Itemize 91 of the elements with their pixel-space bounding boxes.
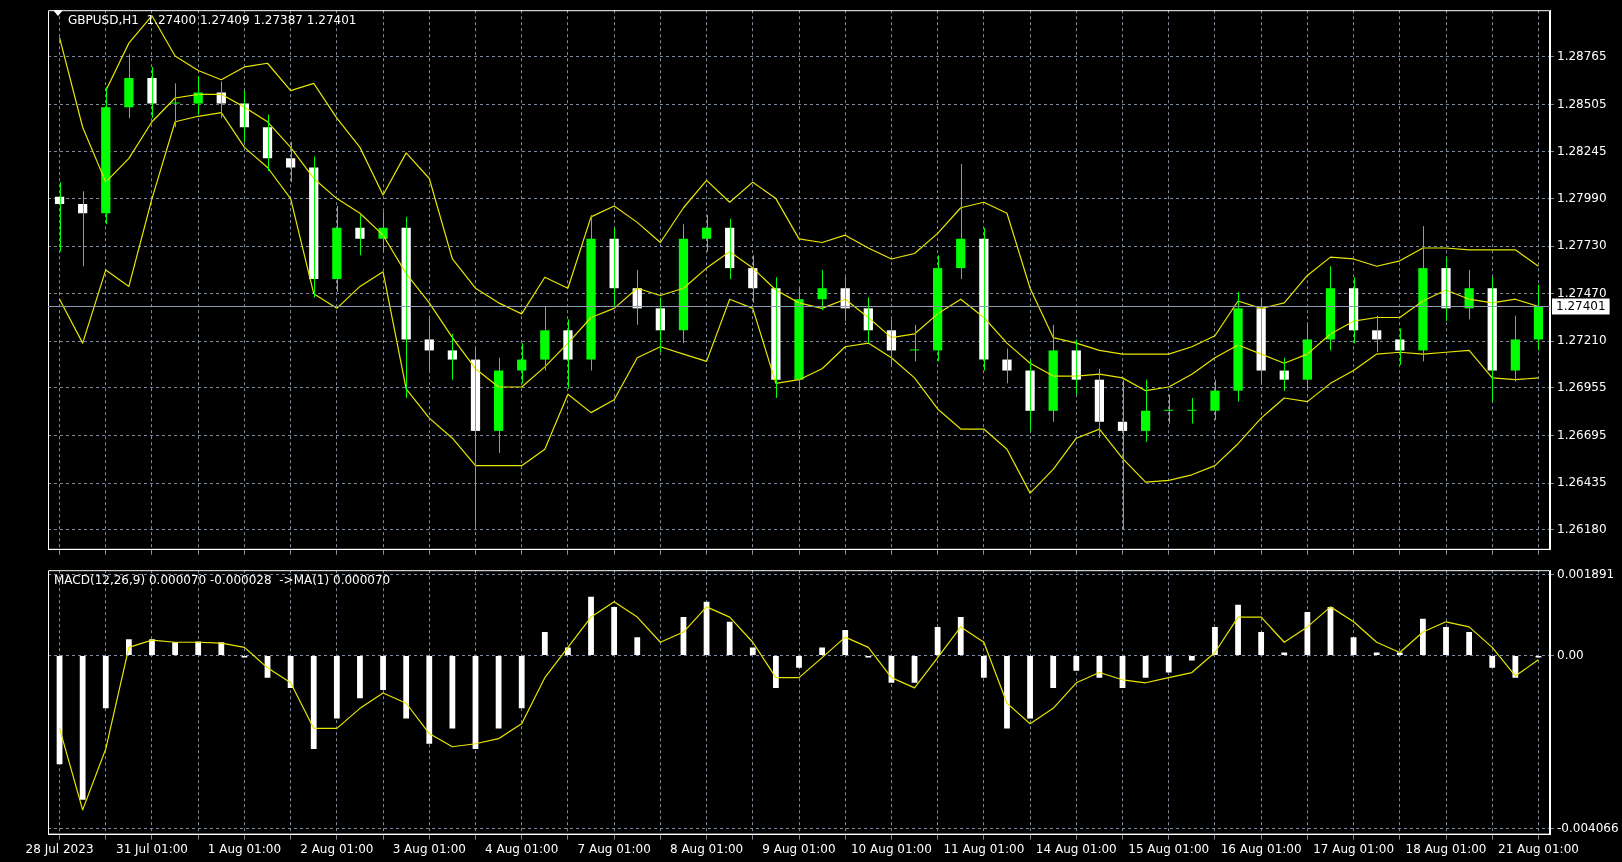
bar [611, 606, 618, 655]
candlestick [794, 287, 804, 392]
bar [634, 637, 641, 655]
candlestick [355, 214, 365, 256]
bar [1235, 604, 1241, 655]
x-tick-label: 28 Jul 2023 [25, 841, 94, 856]
bar [842, 629, 849, 655]
bar [1004, 655, 1010, 729]
candlestick [147, 66, 157, 119]
bar [195, 641, 202, 655]
y-tick-label: 1.27470 [1557, 285, 1607, 300]
candlestick [1025, 359, 1035, 432]
bar [518, 655, 525, 709]
bar [1188, 655, 1195, 661]
candlestick [1418, 225, 1428, 362]
bar [357, 655, 363, 699]
bar [172, 642, 178, 655]
x-tick-label: 3 Aug 01:00 [392, 841, 466, 856]
x-tick-label: 16 Aug 01:00 [1220, 841, 1302, 856]
bar [1027, 655, 1033, 719]
bar [1050, 655, 1057, 688]
candlestick [817, 269, 827, 311]
y-tick-label: 1.26180 [1557, 521, 1607, 536]
bar [102, 655, 109, 709]
x-tick-label: 1 Aug 01:00 [207, 841, 282, 856]
bar [1420, 618, 1426, 655]
bar [1466, 632, 1473, 655]
bar [1165, 655, 1172, 673]
y-tick-label: 1.26435 [1557, 475, 1607, 490]
candlestick [771, 276, 781, 399]
bar [1258, 632, 1265, 655]
bar [588, 596, 594, 655]
bar [1304, 611, 1311, 655]
bar [1073, 655, 1080, 671]
bar [980, 655, 987, 678]
y-tick-label: 1.27730 [1557, 238, 1607, 253]
bar [149, 639, 155, 655]
bar [1489, 655, 1496, 668]
candlestick [447, 333, 458, 381]
y-tick-label: -0.004066 [1557, 821, 1619, 836]
bar [1142, 655, 1149, 678]
bar [749, 647, 756, 655]
bar [310, 655, 317, 749]
y-tick-label: 1.28505 [1557, 96, 1607, 111]
bar [380, 655, 386, 691]
y-tick-label: 1.26955 [1557, 380, 1607, 395]
bar [449, 655, 456, 729]
candlestick [1210, 379, 1220, 421]
y-tick-label: 1.26695 [1557, 427, 1607, 442]
bar [541, 632, 548, 655]
bar [1512, 655, 1519, 678]
x-tick-label: 10 Aug 01:00 [850, 841, 932, 856]
bar [333, 655, 340, 719]
y-tick-label: 1.27210 [1557, 333, 1607, 348]
x-tick-label: 4 Aug 01:00 [485, 841, 559, 856]
x-tick-label: 8 Aug 01:00 [669, 841, 744, 856]
bar [287, 655, 294, 688]
y-tick-label: 1.28765 [1557, 48, 1607, 63]
bar [426, 655, 433, 744]
bar [1212, 626, 1218, 655]
y-tick-label: 1.28245 [1557, 144, 1607, 159]
bar [819, 647, 825, 655]
candlestick [286, 141, 296, 183]
bar [1443, 626, 1449, 655]
ref-line-label: 1.27401 [1556, 298, 1606, 313]
y-tick-label: 0.00 [1557, 647, 1584, 662]
x-tick-label: 17 Aug 01:00 [1313, 841, 1395, 856]
bar [796, 655, 802, 668]
bar [934, 626, 941, 655]
y-tick-label: 0.001891 [1557, 566, 1615, 581]
y-tick-label: 1.27990 [1557, 190, 1607, 205]
x-tick-label: 21 Aug 01:00 [1497, 841, 1579, 856]
bar [773, 655, 779, 688]
candlestick [1233, 291, 1243, 403]
bar [957, 617, 964, 655]
chart-title: MACD(12,26,9) 0.000070 -0.000028 ->MA(1) 0.000070 [54, 573, 391, 588]
candlestick [563, 318, 573, 390]
candlestick [1441, 256, 1451, 322]
x-tick-label: 2 Aug 01:00 [300, 841, 374, 856]
candlestick [1002, 348, 1012, 384]
bar [79, 655, 86, 800]
x-tick-label: 18 Aug 01:00 [1405, 841, 1487, 856]
bar [726, 621, 733, 655]
x-tick-label: 14 Aug 01:00 [1035, 841, 1117, 856]
x-tick-label: 7 Aug 01:00 [577, 841, 651, 856]
x-tick-label: 9 Aug 01:00 [762, 841, 836, 856]
x-tick-label: 31 Jul 01:00 [116, 841, 188, 856]
candlestick [586, 214, 596, 372]
bar [403, 655, 410, 719]
x-tick-label: 15 Aug 01:00 [1128, 841, 1210, 856]
x-tick-label: 11 Aug 01:00 [943, 841, 1025, 856]
